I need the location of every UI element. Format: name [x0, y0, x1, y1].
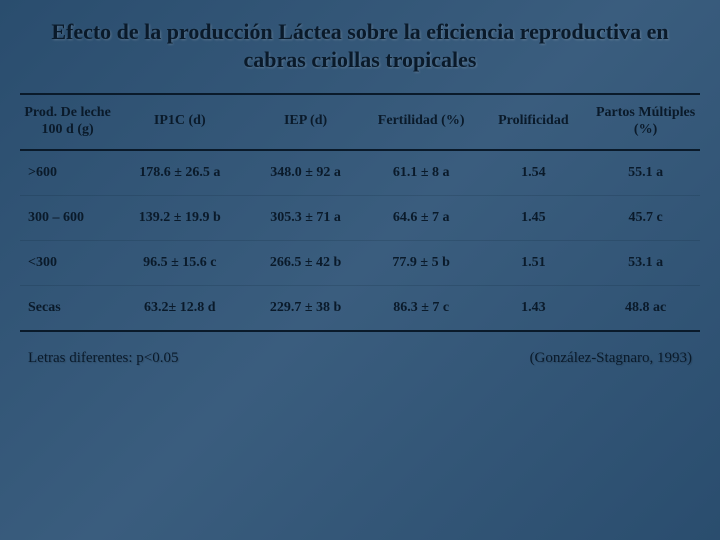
col-header: IP1C (d) [115, 94, 244, 150]
cell: 178.6 ± 26.5 a [115, 150, 244, 196]
cell: 1.54 [476, 150, 592, 196]
cell: <300 [20, 240, 115, 285]
cell: 1.45 [476, 195, 592, 240]
table-row: 300 – 600 139.2 ± 19.9 b 305.3 ± 71 a 64… [20, 195, 700, 240]
cell: 61.1 ± 8 a [367, 150, 476, 196]
cell: 64.6 ± 7 a [367, 195, 476, 240]
footnote: Letras diferentes: p<0.05 [28, 350, 179, 367]
cell: 48.8 ac [591, 285, 700, 331]
cell: 45.7 c [591, 195, 700, 240]
table-row: Secas 63.2± 12.8 d 229.7 ± 38 b 86.3 ± 7… [20, 285, 700, 331]
header-row: Prod. De leche 100 d (g) IP1C (d) IEP (d… [20, 94, 700, 150]
cell: 229.7 ± 38 b [244, 285, 366, 331]
cell: 63.2± 12.8 d [115, 285, 244, 331]
citation: (González-Stagnaro, 1993) [530, 350, 692, 367]
data-table: Prod. De leche 100 d (g) IP1C (d) IEP (d… [20, 93, 700, 332]
table-row: <300 96.5 ± 15.6 c 266.5 ± 42 b 77.9 ± 5… [20, 240, 700, 285]
cell: 300 – 600 [20, 195, 115, 240]
col-header: IEP (d) [244, 94, 366, 150]
col-header: Fertilidad (%) [367, 94, 476, 150]
cell: 1.51 [476, 240, 592, 285]
cell: 305.3 ± 71 a [244, 195, 366, 240]
table-container: Prod. De leche 100 d (g) IP1C (d) IEP (d… [0, 83, 720, 332]
cell: 139.2 ± 19.9 b [115, 195, 244, 240]
cell: 77.9 ± 5 b [367, 240, 476, 285]
col-header: Partos Múltiples (%) [591, 94, 700, 150]
cell: 55.1 a [591, 150, 700, 196]
table-row: >600 178.6 ± 26.5 a 348.0 ± 92 a 61.1 ± … [20, 150, 700, 196]
cell: 1.43 [476, 285, 592, 331]
col-header: Prolificidad [476, 94, 592, 150]
cell: 266.5 ± 42 b [244, 240, 366, 285]
cell: 96.5 ± 15.6 c [115, 240, 244, 285]
footer: Letras diferentes: p<0.05 (González-Stag… [0, 332, 720, 367]
cell: 53.1 a [591, 240, 700, 285]
cell: Secas [20, 285, 115, 331]
cell: >600 [20, 150, 115, 196]
cell: 348.0 ± 92 a [244, 150, 366, 196]
col-header: Prod. De leche 100 d (g) [20, 94, 115, 150]
cell: 86.3 ± 7 c [367, 285, 476, 331]
slide-title: Efecto de la producción Láctea sobre la … [0, 0, 720, 83]
